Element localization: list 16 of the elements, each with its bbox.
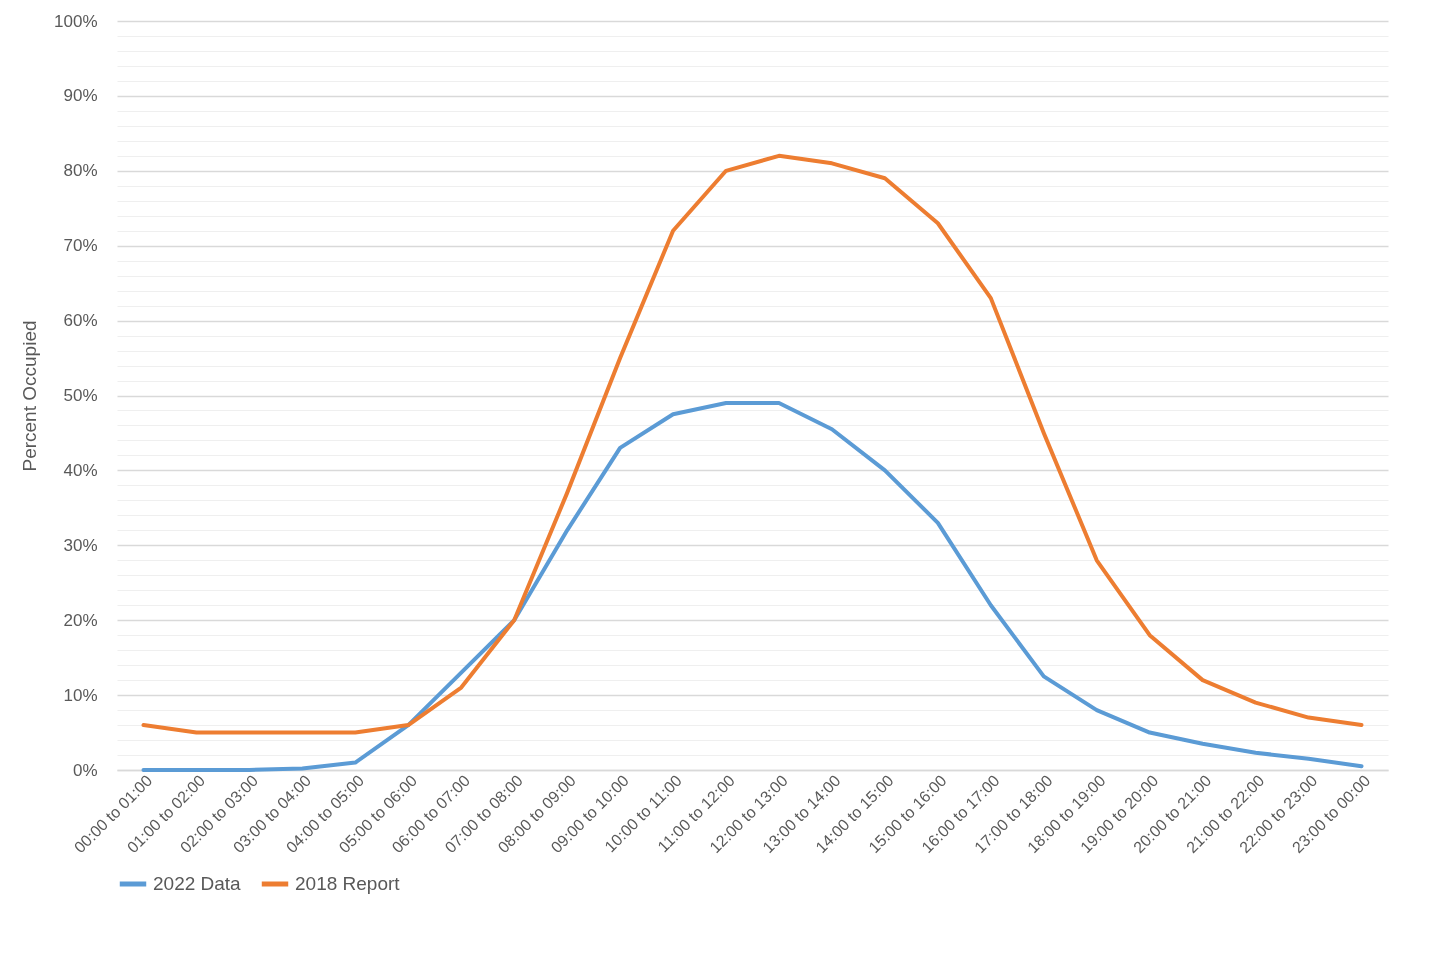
y-tick-label: 100%: [54, 11, 98, 31]
legend-label: 2018 Report: [295, 873, 401, 894]
line-series: [141, 153, 1364, 735]
y-tick-label: 40%: [63, 460, 98, 480]
y-tick-label: 0%: [72, 760, 98, 780]
y-tick-label: 10%: [63, 685, 98, 705]
y-tick-label: 30%: [63, 535, 98, 555]
y-axis-title: Percent Occupied: [19, 320, 41, 472]
y-tick-label: 50%: [63, 386, 98, 405]
y-tick-label: 90%: [63, 86, 98, 106]
line-series: [141, 400, 1364, 772]
y-tick-label: 20%: [63, 610, 98, 630]
y-tick-label: 60%: [63, 311, 98, 331]
legend-label: 2022 Data: [153, 873, 242, 894]
y-tick-label: 70%: [63, 236, 98, 256]
y-tick-label: 80%: [63, 161, 98, 181]
